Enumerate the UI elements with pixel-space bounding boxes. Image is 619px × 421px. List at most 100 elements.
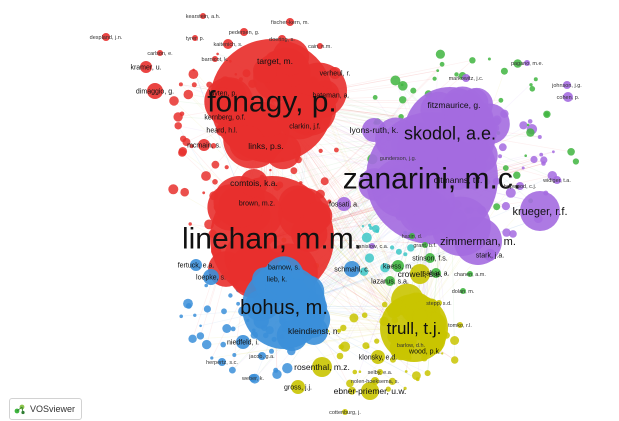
network-node[interactable] (392, 260, 404, 272)
node-label[interactable]: niedfeld, i. (227, 339, 259, 346)
node-label[interactable]: cohen, p. (557, 95, 580, 101)
network-node[interactable] (277, 260, 291, 274)
network-node[interactable] (524, 60, 530, 66)
network-node[interactable] (217, 87, 229, 99)
node-label[interactable]: brown, m.z. (239, 200, 275, 207)
node-label[interactable]: klonsky, e.d. (359, 354, 397, 361)
network-node[interactable] (394, 154, 402, 162)
node-label[interactable]: fitzmaurice, g. (428, 100, 481, 110)
network-node[interactable] (484, 249, 496, 261)
node-label[interactable]: despland, j.n. (90, 35, 123, 41)
network-node[interactable] (369, 243, 375, 249)
network-node[interactable] (442, 93, 466, 117)
network-node[interactable] (553, 176, 561, 184)
node-label[interactable]: mcmain, s. (187, 142, 221, 149)
node-label[interactable]: fertuck, e.a. (178, 262, 215, 269)
node-label[interactable]: comtois, k.a. (230, 178, 278, 188)
node-label[interactable]: crowell, s.e. (398, 269, 443, 279)
network-node[interactable] (140, 61, 152, 73)
node-label[interactable]: lazarus, s.a. (371, 278, 409, 285)
network-node[interactable] (563, 92, 573, 102)
node-label[interactable]: lieb, k. (267, 276, 287, 283)
node-label[interactable]: carlson, e. (147, 51, 173, 57)
network-node[interactable] (102, 33, 110, 41)
network-node[interactable] (298, 119, 312, 133)
node-label[interactable]: doering, s. (269, 37, 295, 43)
network-node[interactable] (457, 322, 463, 328)
network-node[interactable] (516, 182, 524, 190)
network-node[interactable] (223, 39, 233, 49)
node-label[interactable]: weber, k. (241, 376, 264, 382)
node-label[interactable]: barnicot, k. (202, 57, 229, 63)
node-label[interactable]: chanen, a.m. (454, 272, 486, 278)
node-label[interactable]: dolan, m. (452, 289, 475, 295)
node-label[interactable]: trull, t.j. (387, 319, 442, 338)
node-label[interactable]: bateman, a. (313, 92, 350, 99)
network-node[interactable] (240, 28, 248, 36)
network-node[interactable] (344, 261, 360, 277)
node-label[interactable]: skodol, a.e. (404, 123, 496, 143)
node-label[interactable]: fonagy, p. (207, 86, 337, 119)
network-node[interactable] (240, 169, 268, 197)
vosviewer-logo[interactable]: VOSviewer (9, 398, 83, 420)
network-node[interactable] (324, 88, 338, 102)
node-label[interactable]: kleindienst, n. (288, 326, 340, 336)
node-label[interactable]: sanislow, c.a. (356, 244, 389, 250)
node-label[interactable]: nolen-hoeksema, s. (351, 379, 399, 385)
node-label[interactable]: fossati, a. (329, 201, 359, 208)
network-node[interactable] (256, 136, 276, 156)
node-label[interactable]: zimmerman, m. (440, 236, 516, 248)
node-label[interactable]: cain, n.m. (308, 44, 332, 50)
network-node[interactable] (300, 317, 328, 345)
node-label[interactable]: schmahl, c. (334, 266, 369, 273)
node-label[interactable]: heard, h.l. (206, 127, 237, 134)
network-node[interactable] (377, 369, 383, 375)
node-label[interactable]: herpertz, s.c. (206, 360, 238, 366)
network-node[interactable] (218, 110, 232, 124)
node-label[interactable]: kaitenich, s. (213, 42, 243, 48)
network-node[interactable] (192, 35, 198, 41)
network-node[interactable] (371, 377, 379, 385)
network-node[interactable] (371, 350, 385, 364)
node-label[interactable]: dimaggio, g. (136, 88, 174, 95)
node-label[interactable]: stepp, s.d. (426, 301, 452, 307)
network-node[interactable] (317, 43, 323, 49)
network-node[interactable] (200, 13, 206, 19)
node-label[interactable]: tyrer, p. (186, 36, 205, 42)
node-label[interactable]: kaess, m. (383, 263, 413, 270)
node-label[interactable]: barnow, s. (268, 264, 300, 271)
network-node[interactable] (312, 357, 332, 377)
node-label[interactable]: zanarini, m.c. (343, 163, 521, 196)
node-label[interactable]: krueger, r.f. (512, 206, 567, 218)
node-label[interactable]: target, m. (257, 56, 293, 66)
network-node[interactable] (286, 18, 294, 26)
network-node[interactable] (436, 300, 442, 306)
network-node[interactable] (157, 50, 163, 56)
node-label[interactable]: clarkin, j.f. (289, 123, 321, 130)
node-label[interactable]: lyons-ruth, k. (350, 125, 399, 135)
network-node[interactable] (291, 380, 305, 394)
node-label[interactable]: linehan, m.m. (182, 223, 362, 256)
network-node[interactable] (337, 197, 351, 211)
network-node[interactable] (409, 233, 415, 239)
node-label[interactable]: gross, j.j. (284, 384, 312, 391)
node-label[interactable]: ebner-priemer, u.w. (334, 386, 407, 396)
node-label[interactable]: cottenburg, j. (329, 410, 361, 416)
node-label[interactable]: kramer, u. (130, 64, 161, 71)
node-label[interactable]: widiger, t.a. (542, 178, 571, 184)
node-label[interactable]: grant, b.f. (413, 243, 437, 249)
network-node[interactable] (467, 271, 473, 277)
node-label[interactable]: links, p.s. (248, 141, 283, 151)
network-node[interactable] (460, 288, 466, 294)
node-label[interactable]: bohus, m. (240, 297, 328, 319)
network-node[interactable] (218, 358, 226, 366)
network-node[interactable] (410, 264, 430, 284)
network-node[interactable] (198, 139, 210, 151)
network-node[interactable] (520, 191, 560, 231)
network-node[interactable] (448, 170, 468, 190)
network-node[interactable] (419, 345, 431, 357)
network-node[interactable] (270, 272, 284, 286)
network-node[interactable] (362, 118, 386, 142)
